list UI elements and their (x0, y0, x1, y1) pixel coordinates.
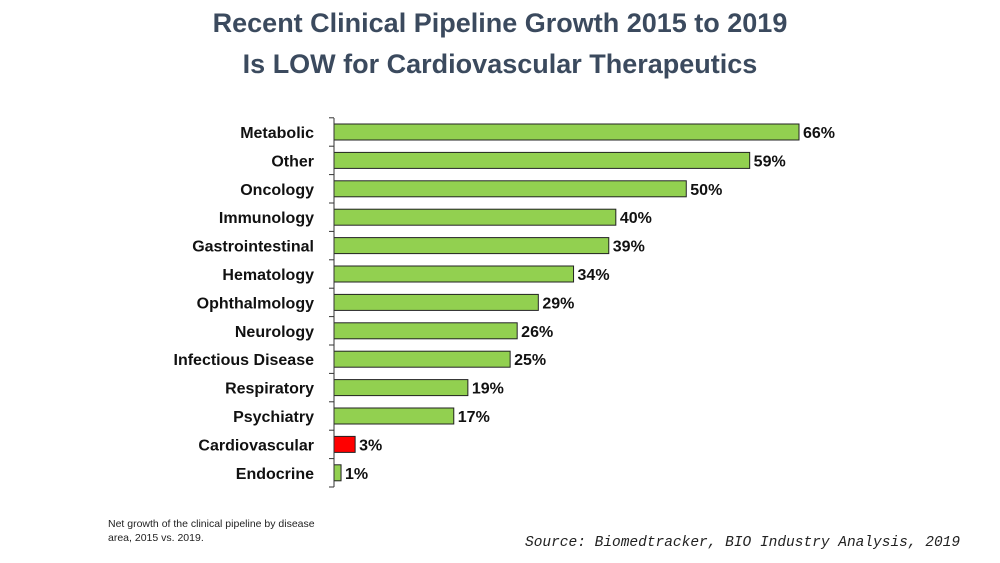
chart-title-line-1: Recent Clinical Pipeline Growth 2015 to … (212, 8, 788, 38)
chart-title-line-2: Is LOW for Cardiovascular Therapeutics (242, 49, 758, 79)
data-label-hematology: 34% (578, 267, 610, 284)
category-label-oncology: Oncology (240, 182, 314, 199)
data-label-psychiatry: 17% (458, 409, 490, 426)
data-label-oncology: 50% (690, 182, 722, 199)
category-label-endocrine: Endocrine (236, 466, 314, 483)
data-label-other: 59% (754, 153, 786, 170)
data-label-metabolic: 66% (803, 125, 835, 142)
data-label-ophthalmology: 29% (542, 295, 574, 312)
bar-neurology (333, 322, 518, 340)
category-label-respiratory: Respiratory (225, 381, 314, 398)
category-label-cardiovascular: Cardiovascular (198, 437, 314, 454)
data-label-cardiovascular: 3% (359, 437, 382, 454)
bar-endocrine (333, 464, 342, 482)
bar-metabolic (333, 123, 800, 141)
category-label-gastrointestinal: Gastrointestinal (192, 239, 314, 256)
category-label-immunology: Immunology (219, 210, 314, 227)
category-label-neurology: Neurology (235, 324, 314, 341)
chart-footnote: Net growth of the clinical pipeline by d… (108, 518, 315, 544)
data-label-respiratory: 19% (472, 381, 504, 398)
data-label-neurology: 26% (521, 324, 553, 341)
bar-oncology (333, 180, 687, 198)
bar-respiratory (333, 379, 469, 397)
bar-psychiatry (333, 407, 455, 425)
source-citation: Source: Biomedtracker, BIO Industry Anal… (525, 535, 961, 551)
data-label-endocrine: 1% (345, 466, 368, 483)
bar-immunology (333, 208, 617, 226)
bar-ophthalmology (333, 293, 539, 311)
category-label-hematology: Hematology (222, 267, 314, 284)
category-label-metabolic: Metabolic (240, 125, 314, 142)
bar-infectious-disease (333, 350, 511, 368)
category-label-infectious-disease: Infectious Disease (174, 352, 315, 369)
bar-gastrointestinal (333, 237, 610, 255)
bar-hematology (333, 265, 575, 283)
bar-cardiovascular (333, 435, 356, 453)
bar-other (333, 151, 751, 169)
data-label-immunology: 40% (620, 210, 652, 227)
category-label-other: Other (271, 153, 314, 170)
data-label-gastrointestinal: 39% (613, 239, 645, 256)
category-label-psychiatry: Psychiatry (233, 409, 314, 426)
data-label-infectious-disease: 25% (514, 352, 546, 369)
category-label-ophthalmology: Ophthalmology (197, 295, 314, 312)
